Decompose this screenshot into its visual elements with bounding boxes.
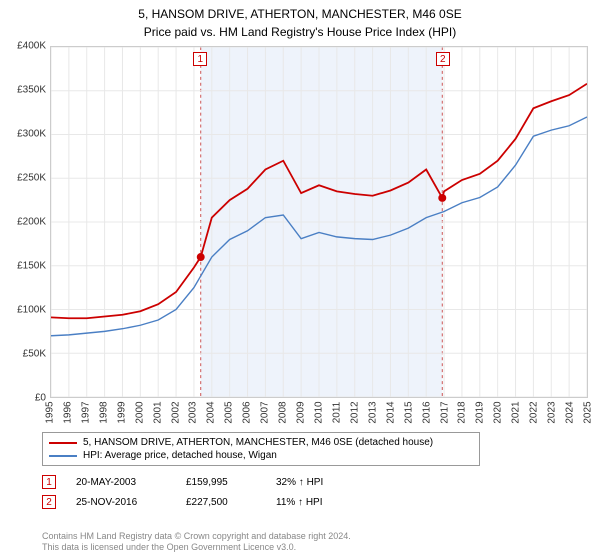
x-tick-label: 2011 [331,402,342,424]
x-tick-label: 2005 [224,401,235,423]
y-tick-label: £150K [8,261,46,272]
x-tick-label: 2000 [134,401,145,423]
x-tick-label: 1997 [80,401,91,423]
x-tick-label: 2022 [529,401,540,423]
transaction-table: 1 20-MAY-2003 £159,995 32% ↑ HPI 2 25-NO… [42,472,588,512]
x-tick-label: 2001 [152,401,163,423]
x-tick-label: 2023 [547,401,558,423]
legend-swatch [49,442,77,444]
legend-item: 5, HANSOM DRIVE, ATHERTON, MANCHESTER, M… [49,436,473,449]
x-tick-label: 2019 [475,401,486,423]
y-tick-label: £300K [8,129,46,140]
transaction-date: 20-MAY-2003 [76,477,166,488]
legend-swatch [49,455,77,457]
legend-label: 5, HANSOM DRIVE, ATHERTON, MANCHESTER, M… [83,437,433,448]
y-tick-label: £50K [8,349,46,360]
x-tick-label: 2017 [439,401,450,423]
transaction-pct: 11% ↑ HPI [276,497,356,508]
chart-subtitle: Price paid vs. HM Land Registry's House … [0,23,600,39]
footer-line: Contains HM Land Registry data © Crown c… [42,531,351,543]
x-tick-label: 2003 [188,401,199,423]
chart-marker-label: 1 [193,52,207,66]
y-tick-label: £250K [8,173,46,184]
y-tick-label: £200K [8,217,46,228]
chart-container: 5, HANSOM DRIVE, ATHERTON, MANCHESTER, M… [0,0,600,560]
x-tick-label: 2007 [260,401,271,423]
attribution-footer: Contains HM Land Registry data © Crown c… [42,531,351,554]
x-tick-label: 2008 [278,401,289,423]
plot-area [50,46,588,398]
x-tick-label: 1995 [45,401,56,423]
transaction-price: £159,995 [186,477,256,488]
x-tick-label: 2010 [314,401,325,423]
legend: 5, HANSOM DRIVE, ATHERTON, MANCHESTER, M… [42,432,480,466]
x-tick-label: 2013 [367,401,378,423]
x-tick-label: 2018 [457,401,468,423]
x-tick-label: 1996 [62,401,73,423]
table-row: 1 20-MAY-2003 £159,995 32% ↑ HPI [42,472,588,492]
legend-label: HPI: Average price, detached house, Wiga… [83,450,277,461]
legend-item: HPI: Average price, detached house, Wiga… [49,449,473,462]
transaction-price: £227,500 [186,497,256,508]
transaction-pct: 32% ↑ HPI [276,477,356,488]
x-tick-label: 2004 [206,401,217,423]
x-tick-label: 2015 [403,401,414,423]
chart-marker-label: 2 [436,52,450,66]
x-tick-label: 2021 [511,401,522,423]
chart-wrap: £0£50K£100K£150K£200K£250K£300K£350K£400… [8,46,592,426]
x-tick-label: 1999 [116,401,127,423]
x-tick-label: 2012 [349,401,360,423]
transaction-date: 25-NOV-2016 [76,497,166,508]
x-tick-label: 2024 [565,401,576,423]
x-tick-label: 2020 [493,401,504,423]
chart-title: 5, HANSOM DRIVE, ATHERTON, MANCHESTER, M… [0,0,600,23]
y-tick-label: £100K [8,305,46,316]
x-tick-label: 2025 [583,401,594,423]
x-tick-label: 2016 [421,401,432,423]
x-tick-label: 2009 [296,401,307,423]
y-tick-label: £0 [8,393,46,404]
x-tick-label: 2014 [385,401,396,423]
x-tick-label: 2006 [242,401,253,423]
x-tick-label: 2002 [170,401,181,423]
y-tick-label: £350K [8,85,46,96]
x-tick-label: 1998 [98,401,109,423]
transaction-marker: 2 [42,495,56,509]
y-tick-label: £400K [8,41,46,52]
footer-line: This data is licensed under the Open Gov… [42,542,351,554]
chart-svg [51,47,587,397]
table-row: 2 25-NOV-2016 £227,500 11% ↑ HPI [42,492,588,512]
transaction-marker: 1 [42,475,56,489]
